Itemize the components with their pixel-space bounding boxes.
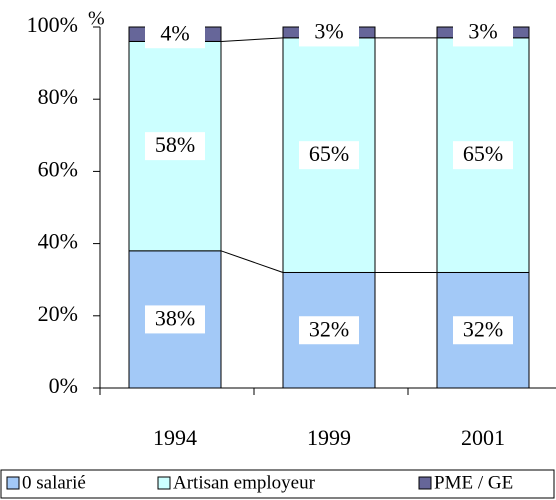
legend-box: [0, 469, 555, 499]
value-label-box: [145, 305, 205, 334]
x-tick-label: 1999: [307, 425, 351, 450]
value-label: 4%: [160, 20, 189, 45]
value-label: 58%: [155, 132, 195, 157]
y-axis-unit: %: [88, 8, 105, 30]
y-tick-label: 40%: [38, 229, 78, 254]
value-label-box: [299, 316, 359, 345]
y-tick-label: 0%: [49, 373, 78, 398]
value-label-box: [145, 132, 205, 161]
value-label: 32%: [309, 316, 349, 341]
value-label-box: [299, 18, 359, 47]
y-tick-label: 100%: [27, 12, 78, 37]
value-label-box: [453, 18, 513, 47]
legend-label: 0 salarié: [22, 472, 86, 493]
legend-swatch: [6, 476, 20, 490]
x-tick-label: 1994: [153, 425, 197, 450]
value-label-box: [145, 20, 205, 49]
y-tick-label: 20%: [38, 301, 78, 326]
legend-swatch: [157, 476, 171, 490]
connector-line: [220, 250, 284, 273]
y-tick-label: 60%: [38, 156, 78, 181]
value-label: 38%: [155, 305, 195, 330]
legend-label: PME / GE: [434, 472, 513, 493]
y-tick-label: 80%: [38, 84, 78, 109]
legend-label: Artisan employeur: [173, 472, 316, 493]
value-label-box: [299, 141, 359, 170]
value-label: 65%: [309, 141, 349, 166]
value-label: 65%: [463, 141, 503, 166]
legend-swatch: [418, 476, 432, 490]
x-tick-label: 2001: [461, 425, 505, 450]
value-label: 3%: [468, 18, 497, 43]
value-label-box: [453, 316, 513, 345]
value-label-box: [453, 141, 513, 170]
value-label: 3%: [314, 18, 343, 43]
connector-line: [220, 37, 284, 42]
value-label: 32%: [463, 316, 503, 341]
